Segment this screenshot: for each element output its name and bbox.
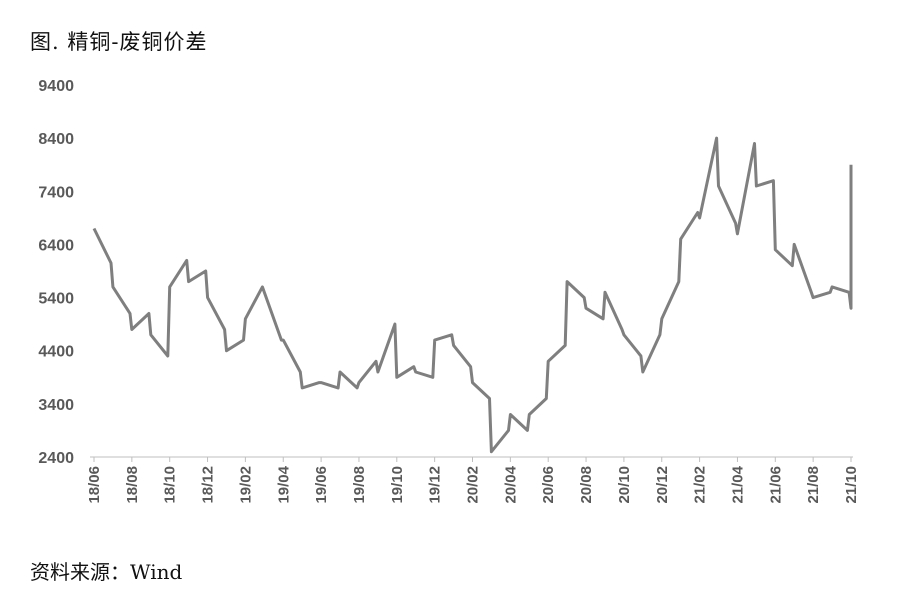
x-tick-label: 20/12 [654,466,671,504]
x-tick-label: 20/02 [465,466,482,504]
x-tick-label: 19/04 [275,465,292,503]
series-group [92,136,853,454]
y-tick-label: 9400 [38,78,74,95]
y-tick-label: 6400 [38,237,74,254]
x-tick-label: 19/12 [427,466,444,504]
y-tick-label: 5400 [38,291,74,308]
x-tick-label: 20/04 [502,465,519,503]
y-tick-label: 2400 [38,450,74,467]
x-tick-label: 18/10 [162,466,179,504]
x-tick-label: 21/02 [692,466,709,504]
x-tick-label: 18/12 [200,466,217,504]
chart-title: 图. 精铜-废铜价差 [30,30,208,54]
x-tick-label: 20/06 [540,466,557,504]
x-tick-label: 19/06 [313,466,330,504]
x-axis: 18/06 18/08 18/10 18/12 19/02 19/04 19/06 19/08… [86,456,860,504]
x-tick-label: 20/08 [578,466,595,504]
y-tick-label: 8400 [38,131,74,148]
x-tick-label: 18/06 [86,466,103,504]
x-tick-label: 21/04 [729,465,746,503]
series-line [92,136,853,454]
x-tick-label: 20/10 [616,466,633,504]
x-tick-label: 21/06 [767,466,784,504]
y-tick-label: 4400 [38,344,74,361]
x-tick-label: 18/08 [124,466,141,504]
x-tick-label: 21/08 [805,466,822,504]
y-tick-label: 3400 [38,397,74,414]
x-tick-label: 19/08 [351,466,368,504]
y-tick-label: 7400 [38,184,74,201]
x-tick-label: 21/10 [843,466,860,504]
x-tick-label: 19/02 [237,466,254,504]
x-tick-label: 19/10 [389,466,406,504]
source-note: 资料来源：Wind [30,560,183,584]
y-axis: 2400 3400 4400 5400 6400 7400 8400 9400 [38,78,74,467]
